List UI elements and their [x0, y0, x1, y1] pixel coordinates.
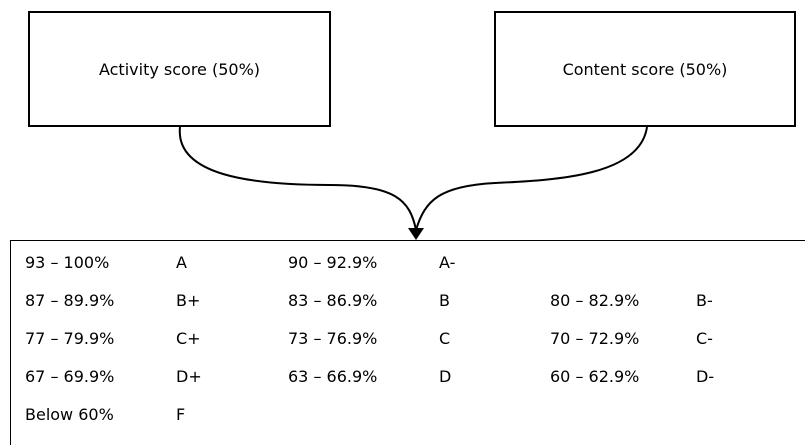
score-range: 87 – 89.9% — [25, 291, 115, 310]
letter-grade: B- — [696, 291, 713, 310]
letter-grade: F — [176, 405, 186, 424]
score-range: 67 – 69.9% — [25, 367, 115, 386]
letter-grade: D- — [696, 367, 715, 386]
score-range: 83 – 86.9% — [288, 291, 378, 310]
letter-grade: B — [439, 291, 450, 310]
letter-grade: B+ — [176, 291, 201, 310]
content-score-label: Content score (50%) — [562, 59, 728, 79]
letter-grade: C — [439, 329, 451, 348]
content-score-box: Content score (50%) — [494, 11, 796, 127]
score-range: 77 – 79.9% — [25, 329, 115, 348]
grading-scale-table: 93 – 100% A 90 – 92.9% A- 87 – 89.9% B+ 83 – 8… — [10, 240, 805, 445]
letter-grade: D+ — [176, 367, 202, 386]
letter-grade: C+ — [176, 329, 201, 348]
activity-score-box: Activity score (50%) — [28, 11, 331, 127]
score-range: 73 – 76.9% — [288, 329, 378, 348]
score-range: 93 – 100% — [25, 253, 110, 272]
score-range: 80 – 82.9% — [550, 291, 640, 310]
letter-grade: D — [439, 367, 452, 386]
score-range: Below 60% — [25, 405, 114, 424]
score-range: 70 – 72.9% — [550, 329, 640, 348]
score-range: 90 – 92.9% — [288, 253, 378, 272]
score-range: 60 – 62.9% — [550, 367, 640, 386]
score-range: 63 – 66.9% — [288, 367, 378, 386]
letter-grade: C- — [696, 329, 713, 348]
letter-grade: A — [176, 253, 187, 272]
content-curve — [415, 126, 648, 231]
letter-grade: A- — [439, 253, 456, 272]
arrowhead — [408, 228, 424, 240]
activity-score-label: Activity score (50%) — [98, 59, 261, 79]
activity-curve — [178, 126, 417, 231]
